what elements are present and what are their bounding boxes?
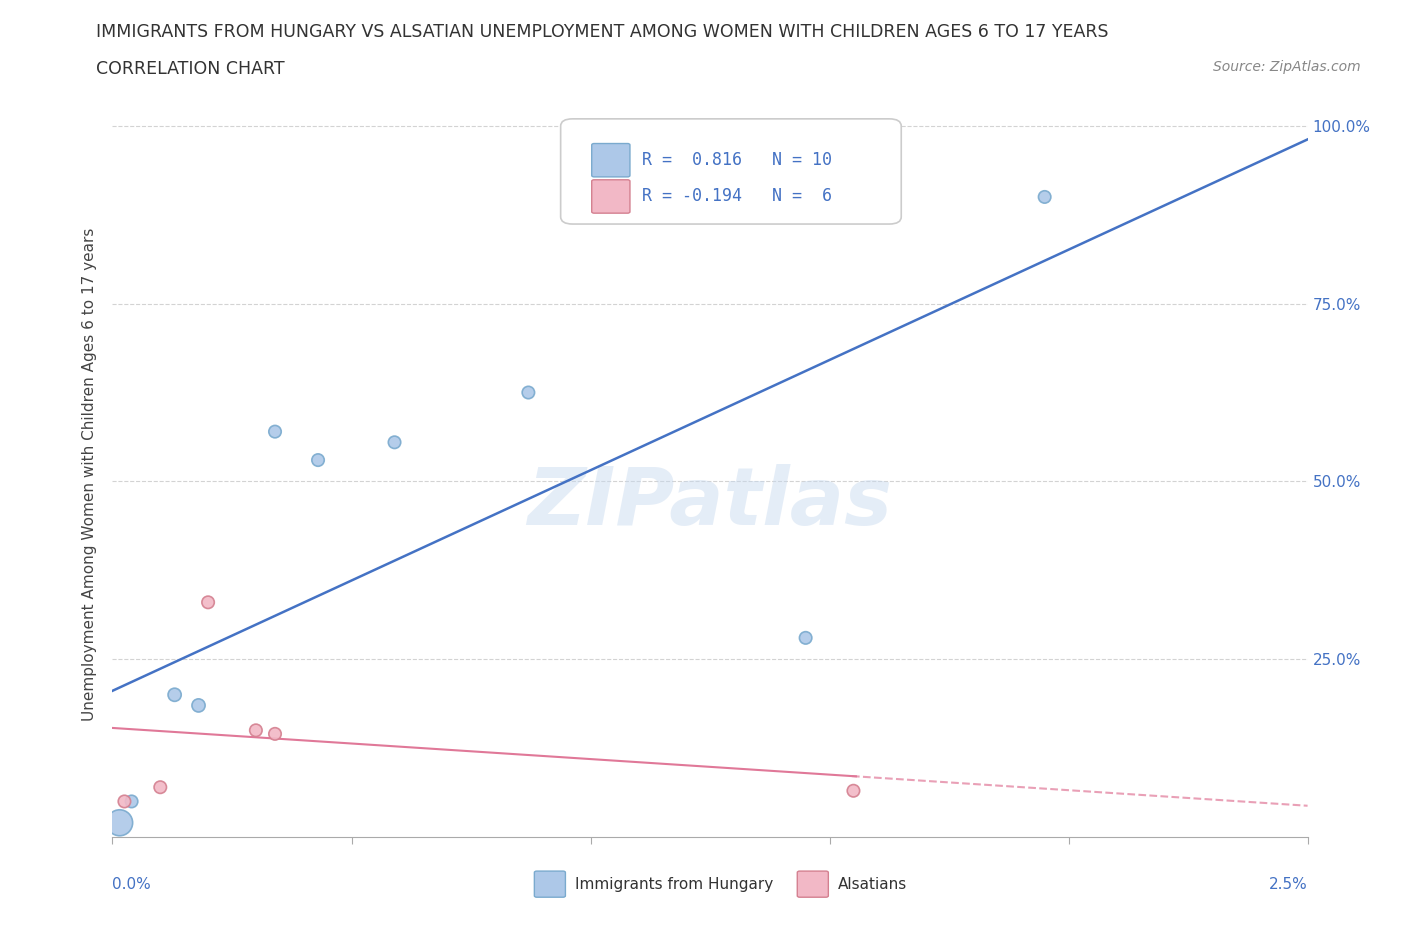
Point xyxy=(794,631,817,645)
Point xyxy=(264,726,287,741)
Point xyxy=(264,424,287,439)
FancyBboxPatch shape xyxy=(561,119,901,224)
Point xyxy=(187,698,209,713)
Text: Alsatians: Alsatians xyxy=(838,877,907,892)
Point xyxy=(108,816,131,830)
FancyBboxPatch shape xyxy=(592,179,630,213)
Text: IMMIGRANTS FROM HUNGARY VS ALSATIAN UNEMPLOYMENT AMONG WOMEN WITH CHILDREN AGES : IMMIGRANTS FROM HUNGARY VS ALSATIAN UNEM… xyxy=(96,23,1108,41)
Text: R = -0.194   N =  6: R = -0.194 N = 6 xyxy=(643,188,832,206)
Text: R =  0.816   N = 10: R = 0.816 N = 10 xyxy=(643,152,832,169)
Point xyxy=(114,794,135,809)
Point xyxy=(1033,190,1056,205)
Point xyxy=(245,723,267,737)
Point xyxy=(384,435,406,450)
Y-axis label: Unemployment Among Women with Children Ages 6 to 17 years: Unemployment Among Women with Children A… xyxy=(82,228,97,721)
Point xyxy=(149,779,172,794)
Text: CORRELATION CHART: CORRELATION CHART xyxy=(96,60,284,78)
Point xyxy=(307,453,329,468)
Text: Source: ZipAtlas.com: Source: ZipAtlas.com xyxy=(1213,60,1361,74)
FancyBboxPatch shape xyxy=(534,871,565,897)
Text: 0.0%: 0.0% xyxy=(112,877,152,892)
Point xyxy=(517,385,540,400)
Point xyxy=(197,595,219,610)
Text: 2.5%: 2.5% xyxy=(1268,877,1308,892)
Point xyxy=(163,687,186,702)
Text: Immigrants from Hungary: Immigrants from Hungary xyxy=(575,877,773,892)
FancyBboxPatch shape xyxy=(797,871,828,897)
Text: ZIPatlas: ZIPatlas xyxy=(527,464,893,542)
FancyBboxPatch shape xyxy=(592,143,630,177)
Point xyxy=(121,794,143,809)
Point xyxy=(842,783,865,798)
